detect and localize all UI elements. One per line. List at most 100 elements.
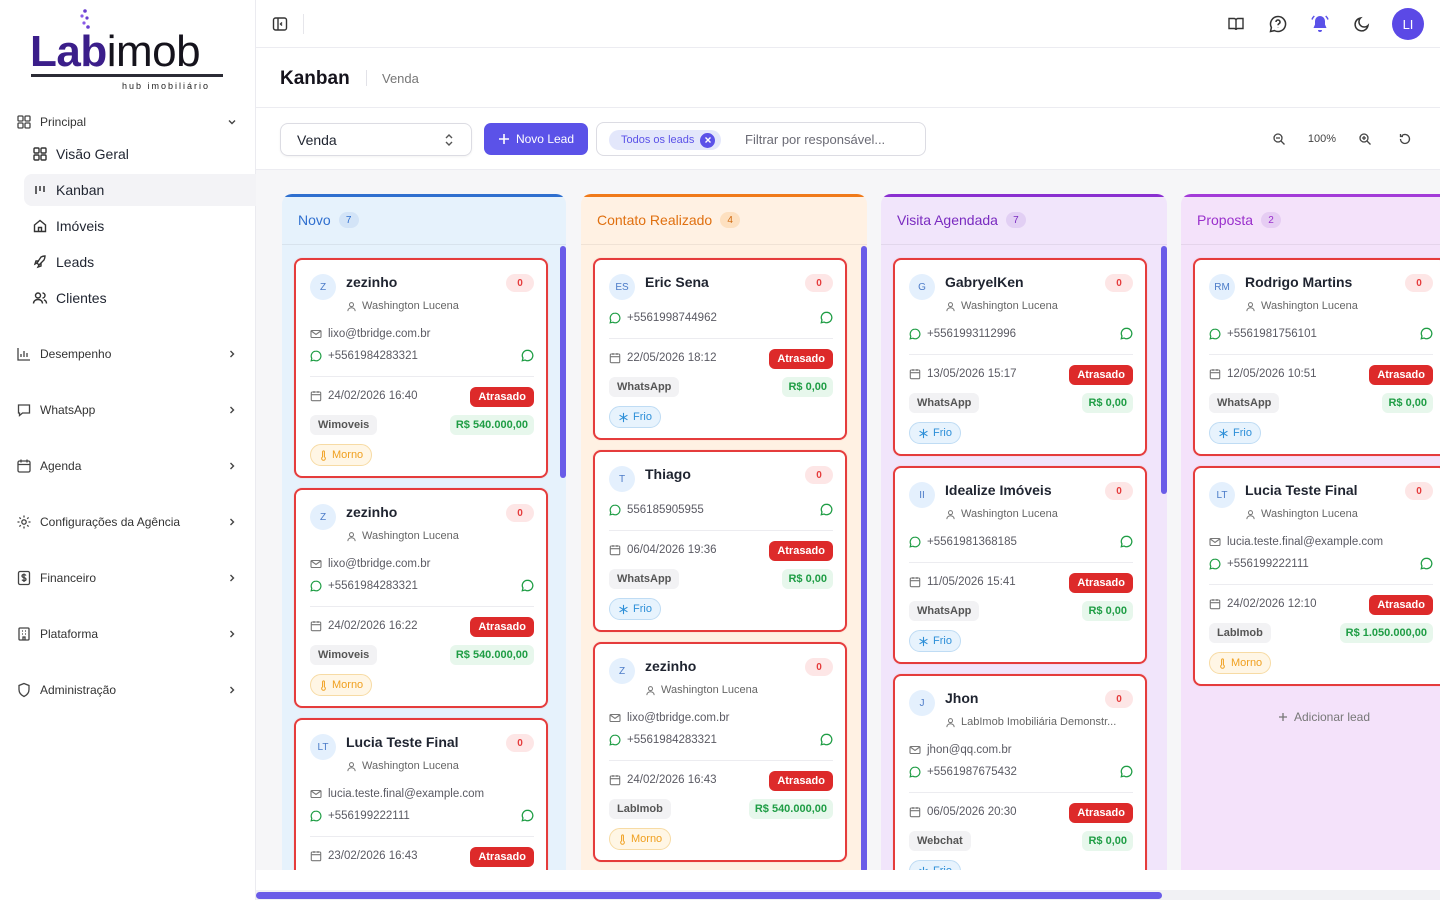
whatsapp-button[interactable] bbox=[820, 311, 833, 324]
sidebar-section-administracao[interactable]: Administração bbox=[16, 678, 242, 702]
close-icon bbox=[704, 137, 711, 143]
column-scrollbar[interactable] bbox=[1161, 246, 1167, 494]
whatsapp-button[interactable] bbox=[1420, 557, 1433, 570]
whatsapp-icon[interactable] bbox=[820, 311, 833, 324]
temperature-label: Morno bbox=[631, 833, 663, 845]
sidebar-section-financeiro[interactable]: Financeiro bbox=[16, 566, 242, 590]
phone-chat-icon bbox=[909, 536, 921, 548]
lead-card[interactable]: LT Lucia Teste Final 0 Washington Lucena luc… bbox=[1193, 466, 1440, 686]
labimob-logo[interactable]: Labimob hub imobiliário bbox=[30, 8, 230, 94]
sidebar-section-whatsapp[interactable]: WhatsApp bbox=[16, 398, 242, 422]
lead-card[interactable]: RM Rodrigo Martins 0 Washington Lucena +5561… bbox=[1193, 258, 1440, 456]
column-scrollbar[interactable] bbox=[560, 246, 566, 478]
calendar-icon bbox=[609, 545, 621, 556]
user-avatar[interactable]: LI bbox=[1392, 8, 1424, 40]
board-horizontal-scrollbar[interactable] bbox=[256, 890, 1440, 900]
new-lead-button[interactable]: Novo Lead bbox=[484, 123, 588, 155]
lead-card[interactable]: G GabryelKen 0 Washington Lucena +5561993112… bbox=[893, 258, 1147, 456]
theme-toggle-button[interactable] bbox=[1350, 12, 1374, 36]
sidebar-section-principal[interactable]: Principal bbox=[16, 110, 242, 134]
whatsapp-button[interactable] bbox=[820, 503, 833, 516]
whatsapp-icon[interactable] bbox=[1120, 535, 1133, 548]
column-title: Novo bbox=[298, 212, 331, 228]
help-button[interactable] bbox=[1266, 12, 1290, 36]
whatsapp-button[interactable] bbox=[1420, 327, 1433, 340]
sidebar-item-imoveis[interactable]: Imóveis bbox=[24, 210, 256, 242]
lead-card[interactable]: ES Eric Sena 0 +5561998744962 22/05/2026 18:… bbox=[593, 258, 847, 440]
whatsapp-icon[interactable] bbox=[521, 809, 534, 822]
zoom-out-icon[interactable] bbox=[1272, 132, 1286, 146]
lead-name[interactable]: zezinho bbox=[346, 274, 398, 290]
lead-name[interactable]: zezinho bbox=[346, 504, 398, 520]
chip-remove-button[interactable] bbox=[700, 132, 716, 148]
bell-icon bbox=[1311, 15, 1329, 32]
whatsapp-button[interactable] bbox=[521, 809, 534, 822]
sidebar-item-label: Clientes bbox=[56, 290, 107, 306]
whatsapp-icon[interactable] bbox=[820, 503, 833, 516]
sidebar-section-desempenho[interactable]: Desempenho bbox=[16, 342, 242, 366]
column-header-divider bbox=[881, 244, 1167, 245]
lead-name[interactable]: Lucia Teste Final bbox=[346, 734, 459, 750]
sidebar-item-clientes[interactable]: Clientes bbox=[24, 282, 256, 314]
whatsapp-button[interactable] bbox=[1120, 327, 1133, 340]
lead-card[interactable]: T Thiago 0 556185905955 06/04/2026 19:36 Atra… bbox=[593, 450, 847, 632]
mail-icon bbox=[1209, 537, 1221, 547]
lead-card[interactable]: LT Lucia Teste Final 0 Washington Lucena luc… bbox=[294, 718, 548, 870]
sidebar-section-configuracoes[interactable]: Configurações da Agência bbox=[16, 510, 242, 534]
lead-name[interactable]: zezinho bbox=[645, 658, 697, 674]
add-lead-button[interactable]: Adicionar lead bbox=[1187, 702, 1440, 732]
whatsapp-icon[interactable] bbox=[1120, 327, 1133, 340]
sidebar-item-visao-geral[interactable]: Visão Geral bbox=[24, 138, 256, 170]
lead-card[interactable]: II Idealize Imóveis 0 Washington Lucena +556… bbox=[893, 466, 1147, 664]
lead-name[interactable]: Rodrigo Martins bbox=[1245, 274, 1353, 290]
calendar-icon bbox=[909, 369, 921, 380]
lead-name[interactable]: Thiago bbox=[645, 466, 691, 482]
date-text: 06/04/2026 19:36 bbox=[627, 544, 717, 556]
moon-icon bbox=[1354, 16, 1370, 32]
lead-card[interactable]: J Jhon 0 LabImob Imobiliária Demonstr... jho… bbox=[893, 674, 1147, 870]
whatsapp-button[interactable] bbox=[1120, 535, 1133, 548]
user-icon bbox=[347, 301, 356, 311]
lead-name[interactable]: Eric Sena bbox=[645, 274, 709, 290]
whatsapp-button[interactable] bbox=[820, 733, 833, 746]
sidebar-toggle-icon[interactable] bbox=[272, 16, 288, 32]
responsible-filter[interactable]: Todos os leads Filtrar por responsável..… bbox=[596, 122, 926, 156]
filter-placeholder[interactable]: Filtrar por responsável... bbox=[745, 132, 886, 147]
responsible-name: Washington Lucena bbox=[961, 300, 1058, 312]
sidebar-section-agenda[interactable]: Agenda bbox=[16, 454, 242, 478]
lead-name[interactable]: Jhon bbox=[945, 690, 979, 706]
whatsapp-button[interactable] bbox=[521, 579, 534, 592]
pipeline-select[interactable]: Venda bbox=[280, 123, 472, 156]
whatsapp-icon[interactable] bbox=[1420, 557, 1433, 570]
sidebar-item-leads[interactable]: Leads bbox=[24, 246, 256, 278]
lead-name[interactable]: Lucia Teste Final bbox=[1245, 482, 1358, 498]
snowflake-icon bbox=[1219, 428, 1228, 438]
column-scrollbar[interactable] bbox=[861, 246, 867, 870]
lead-name[interactable]: Idealize Imóveis bbox=[945, 482, 1052, 498]
temperature-badge: Frio bbox=[909, 860, 961, 870]
whatsapp-icon[interactable] bbox=[521, 579, 534, 592]
whatsapp-icon[interactable] bbox=[820, 733, 833, 746]
lead-name[interactable]: GabryelKen bbox=[945, 274, 1024, 290]
whatsapp-icon[interactable] bbox=[1420, 327, 1433, 340]
late-badge: Atrasado bbox=[769, 771, 833, 791]
whatsapp-icon[interactable] bbox=[521, 349, 534, 362]
notifications-button[interactable] bbox=[1308, 12, 1332, 36]
docs-button[interactable] bbox=[1224, 12, 1248, 36]
whatsapp-button[interactable] bbox=[1120, 765, 1133, 778]
sidebar-section-plataforma[interactable]: Plataforma bbox=[16, 622, 242, 646]
building-icon bbox=[18, 627, 30, 641]
scrollbar-thumb[interactable] bbox=[256, 892, 1162, 899]
whatsapp-icon[interactable] bbox=[1120, 765, 1133, 778]
sidebar-item-kanban[interactable]: Kanban bbox=[24, 174, 256, 206]
phone-chat-icon bbox=[909, 766, 921, 778]
zoom-in-icon[interactable] bbox=[1358, 132, 1372, 146]
user-icon bbox=[1246, 301, 1255, 311]
reset-zoom-icon[interactable] bbox=[1398, 132, 1412, 146]
whatsapp-button[interactable] bbox=[521, 349, 534, 362]
mail-icon bbox=[609, 713, 621, 723]
